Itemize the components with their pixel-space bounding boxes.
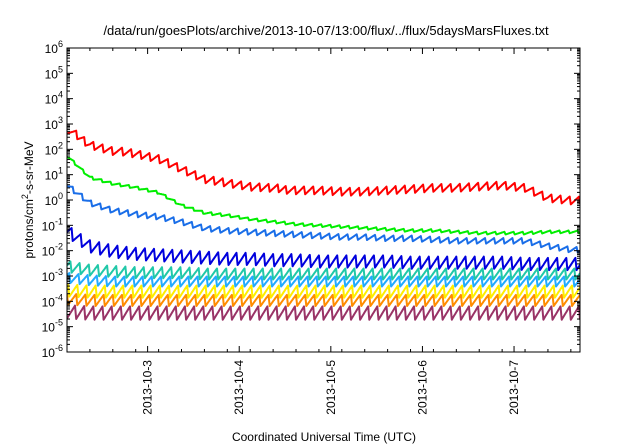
series-line-1 [67, 129, 580, 206]
x-tick-label: 2013-10-6 [415, 360, 429, 415]
y-axis-label: protons/cm2-s-sr-MeV [20, 141, 36, 258]
x-tick-label: 2013-10-5 [324, 360, 338, 415]
x-axis-label: Coordinated Universal Time (UTC) [232, 430, 416, 444]
y-axis-label-group: protons/cm2-s-sr-MeV [20, 141, 36, 258]
x-tick-label: 2013-10-4 [232, 360, 246, 415]
y-tick-label: 10-2 [42, 242, 63, 259]
x-tick-label: 2013-10-7 [507, 360, 521, 415]
y-tick-label: 10-5 [42, 318, 63, 335]
axes-layer: 10-6 10-5 10-4 10-3 10-2 10-1 100 101 102 103 104 1… [42, 39, 581, 415]
y-tick-label: 10-6 [42, 343, 63, 360]
y-tick-label: 10-1 [42, 216, 63, 233]
series-line-4 [67, 227, 580, 272]
y-tick-label: 100 [45, 191, 63, 208]
series-line-8 [67, 293, 580, 307]
chart-title: /data/run/goesPlots/archive/2013-10-07/1… [103, 23, 549, 38]
x-tick-label: 2013-10-3 [141, 360, 155, 415]
series-line-9 [67, 304, 580, 321]
series-line-5 [67, 260, 580, 281]
y-tick-label: 10-4 [42, 292, 63, 309]
series-line-7 [67, 283, 580, 299]
series-layer [67, 129, 580, 321]
y-tick-label: 10-3 [42, 267, 63, 284]
y-tick-label: 105 [45, 64, 63, 81]
series-line-6 [67, 272, 580, 288]
plot-frame [66, 47, 581, 353]
y-axis-label-prefix: protons/cm [22, 199, 36, 258]
y-tick-label: 101 [45, 166, 63, 183]
y-axis-label-suffix: -s-sr-MeV [22, 141, 36, 194]
y-tick-label: 106 [45, 39, 63, 56]
y-tick-label: 104 [45, 90, 63, 107]
y-tick-label: 103 [45, 115, 63, 132]
y-axis-label-superscript: 2 [20, 194, 30, 199]
y-tick-label: 102 [45, 140, 63, 157]
series-line-3 [67, 185, 580, 254]
series-line-2 [67, 155, 580, 236]
